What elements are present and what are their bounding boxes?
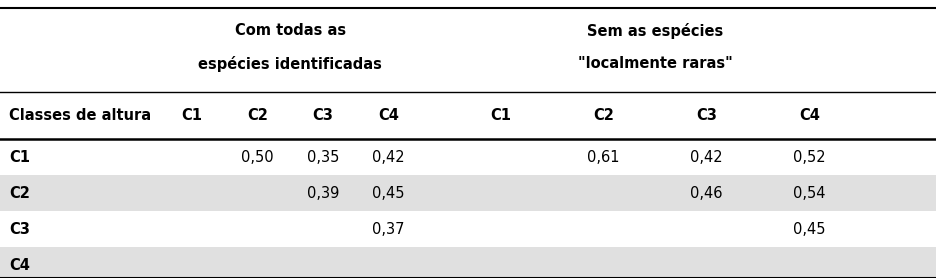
Text: 0,54: 0,54 (794, 186, 826, 201)
Text: C1: C1 (9, 150, 30, 165)
Text: C2: C2 (593, 108, 614, 123)
Text: 0,45: 0,45 (373, 186, 404, 201)
Text: C4: C4 (799, 108, 820, 123)
Text: 0,39: 0,39 (307, 186, 339, 201)
Text: "localmente raras": "localmente raras" (578, 56, 733, 71)
Text: 0,46: 0,46 (691, 186, 723, 201)
Bar (0, 247, 936, 278)
Text: C2: C2 (9, 186, 30, 201)
Text: 0,61: 0,61 (588, 150, 620, 165)
Text: Classes de altura: Classes de altura (9, 108, 152, 123)
Text: C3: C3 (313, 108, 333, 123)
Text: 0,42: 0,42 (373, 150, 404, 165)
Text: 0,50: 0,50 (241, 150, 273, 165)
Text: C3: C3 (9, 222, 30, 237)
Text: 0,37: 0,37 (373, 222, 404, 237)
Text: C3: C3 (696, 108, 717, 123)
Text: Sem as espécies: Sem as espécies (587, 23, 724, 39)
Text: C4: C4 (378, 108, 399, 123)
Text: C2: C2 (247, 108, 268, 123)
Text: C4: C4 (9, 258, 30, 273)
Text: 0,45: 0,45 (794, 222, 826, 237)
Text: 0,42: 0,42 (691, 150, 723, 165)
Text: C1: C1 (182, 108, 202, 123)
Text: C1: C1 (490, 108, 511, 123)
Text: 0,52: 0,52 (794, 150, 826, 165)
Text: 0,35: 0,35 (307, 150, 339, 165)
Bar (0, 175, 936, 211)
Text: Com todas as: Com todas as (235, 23, 345, 38)
Text: espécies identificadas: espécies identificadas (198, 56, 382, 72)
